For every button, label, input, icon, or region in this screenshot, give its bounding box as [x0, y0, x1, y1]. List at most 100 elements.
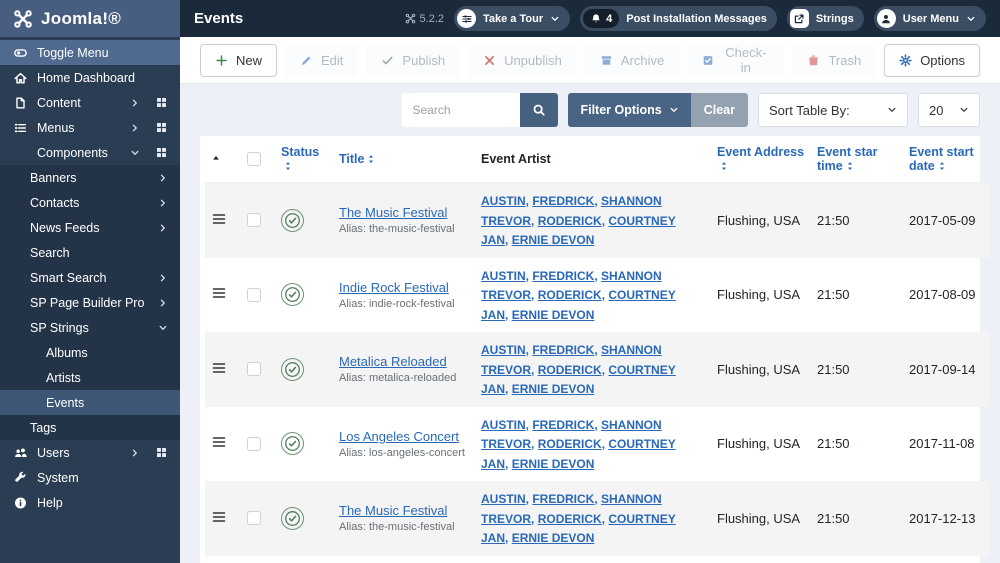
sidebar-item-albums[interactable]: Albums: [0, 340, 180, 365]
artist-link[interactable]: RODERICK: [537, 437, 602, 451]
sidebar-item-events[interactable]: Events: [0, 390, 180, 415]
edit-button[interactable]: Edit: [285, 43, 359, 77]
sidebar-item-contacts[interactable]: Contacts: [0, 190, 180, 215]
sidebar-item-system[interactable]: System: [0, 465, 180, 490]
column-header-status[interactable]: Status: [275, 136, 333, 183]
options-button[interactable]: Options: [884, 43, 980, 77]
artist-link[interactable]: RODERICK: [537, 511, 602, 526]
pill-take-a-tour[interactable]: Take a Tour: [454, 6, 571, 31]
artist-link[interactable]: FREDRICK: [532, 417, 595, 432]
status-published-icon[interactable]: [281, 283, 304, 307]
artist-link[interactable]: ERNIE DEVON: [511, 382, 595, 396]
row-checkbox[interactable]: [247, 287, 261, 302]
unpublish-button[interactable]: Unpublish: [468, 43, 577, 77]
publish-button[interactable]: Publish: [366, 43, 461, 77]
grid-icon[interactable]: [155, 121, 168, 134]
archive-button[interactable]: Archive: [584, 43, 680, 77]
artist-link[interactable]: ERNIE DEVON: [511, 531, 595, 545]
status-published-icon[interactable]: [281, 208, 304, 232]
artist-link[interactable]: RODERICK: [537, 362, 602, 377]
trash-button[interactable]: Trash: [792, 43, 877, 77]
artist-link[interactable]: AUSTIN: [481, 194, 526, 208]
sidebar-item-sp-strings[interactable]: SP Strings: [0, 315, 180, 340]
artist-link[interactable]: COURTNEY JAN: [481, 213, 676, 248]
event-title-link[interactable]: The Music Festival: [339, 503, 448, 519]
artist-link[interactable]: AUSTIN: [481, 417, 526, 432]
grid-icon[interactable]: [155, 446, 168, 459]
event-title-link[interactable]: Los Angeles Concert: [339, 428, 459, 444]
search-button[interactable]: [520, 93, 559, 127]
artist-link[interactable]: COURTNEY JAN: [481, 288, 676, 322]
artist-link[interactable]: AUSTIN: [481, 343, 526, 357]
check-in-button[interactable]: Check-in: [687, 43, 785, 77]
column-header-event-address[interactable]: Event Address: [711, 136, 811, 183]
sidebar-item-toggle-menu[interactable]: Toggle Menu: [0, 40, 180, 65]
artist-link[interactable]: FREDRICK: [532, 268, 595, 283]
sidebar-item-tags[interactable]: Tags: [0, 415, 180, 440]
sidebar-item-smart-search[interactable]: Smart Search: [0, 265, 180, 290]
artist-link[interactable]: ERNIE DEVON: [511, 456, 595, 471]
pill-post-installation-messages[interactable]: 4 Post Installation Messages: [580, 6, 777, 31]
select-all-checkbox[interactable]: [241, 136, 275, 183]
status-published-icon[interactable]: [281, 506, 304, 530]
artist-link[interactable]: FREDRICK: [532, 492, 595, 506]
artist-link[interactable]: SHANNON TREVOR: [481, 417, 662, 452]
search-input[interactable]: [402, 93, 521, 127]
pill-user-menu[interactable]: User Menu: [873, 6, 986, 31]
sidebar-item-sp-page-builder-pro[interactable]: SP Page Builder Pro: [0, 290, 180, 315]
clear-button[interactable]: Clear: [690, 93, 748, 127]
drag-handle-icon[interactable]: [211, 211, 227, 225]
sidebar-item-help[interactable]: Help: [0, 490, 180, 515]
artist-link[interactable]: COURTNEY JAN: [481, 362, 676, 397]
sidebar-item-home-dashboard[interactable]: Home Dashboard: [0, 65, 180, 90]
sidebar-item-content[interactable]: Content: [0, 90, 180, 115]
artist-link[interactable]: RODERICK: [537, 213, 602, 228]
checkbox[interactable]: [247, 152, 261, 166]
sidebar-item-artists[interactable]: Artists: [0, 365, 180, 390]
grid-icon[interactable]: [155, 96, 168, 109]
status-published-icon[interactable]: [281, 432, 304, 456]
row-checkbox[interactable]: [247, 213, 261, 228]
event-title-link[interactable]: The Music Festival: [339, 205, 448, 221]
row-checkbox[interactable]: [247, 436, 261, 451]
new-button[interactable]: New: [200, 43, 278, 77]
order-column-header[interactable]: [205, 136, 241, 183]
sliders-icon: [461, 13, 473, 25]
sidebar-item-news-feeds[interactable]: News Feeds: [0, 215, 180, 240]
page-size-select[interactable]: 20: [918, 93, 980, 127]
row-checkbox[interactable]: [247, 362, 261, 377]
artist-link[interactable]: ERNIE DEVON: [511, 307, 595, 322]
drag-handle-icon[interactable]: [211, 434, 227, 448]
column-header-event-start-date[interactable]: Event start date: [903, 136, 989, 183]
artist-link[interactable]: COURTNEY JAN: [481, 437, 676, 471]
sort-table-select[interactable]: Sort Table By:: [758, 93, 908, 127]
column-header-title[interactable]: Title: [333, 136, 475, 183]
artist-link[interactable]: ERNIE DEVON: [511, 233, 595, 247]
artist-link[interactable]: FREDRICK: [532, 194, 595, 208]
artist-link[interactable]: AUSTIN: [481, 492, 526, 506]
artist-link[interactable]: SHANNON TREVOR: [481, 268, 662, 303]
drag-handle-icon[interactable]: [211, 285, 227, 299]
column-header-event-star-time[interactable]: Event star time: [811, 136, 903, 183]
event-title-link[interactable]: Indie Rock Festival: [339, 279, 449, 295]
sidebar-item-users[interactable]: Users: [0, 440, 180, 465]
artist-link[interactable]: SHANNON TREVOR: [481, 492, 662, 526]
pill-strings[interactable]: Strings: [786, 6, 864, 31]
status-published-icon[interactable]: [281, 357, 304, 381]
grid-icon[interactable]: [155, 146, 168, 159]
sidebar-item-components[interactable]: Components: [0, 140, 180, 165]
artist-link[interactable]: FREDRICK: [532, 343, 595, 357]
artist-link[interactable]: SHANNON TREVOR: [481, 343, 662, 377]
artist-link[interactable]: SHANNON TREVOR: [481, 194, 662, 228]
drag-handle-icon[interactable]: [211, 509, 227, 523]
artist-link[interactable]: AUSTIN: [481, 268, 526, 283]
event-title-link[interactable]: Metalica Reloaded: [339, 354, 447, 370]
filter-options-button[interactable]: Filter Options: [568, 93, 691, 127]
artist-link[interactable]: COURTNEY JAN: [481, 511, 676, 546]
row-checkbox[interactable]: [247, 511, 261, 526]
sidebar-item-menus[interactable]: Menus: [0, 115, 180, 140]
sidebar-item-search[interactable]: Search: [0, 240, 180, 265]
artist-link[interactable]: RODERICK: [537, 288, 602, 302]
drag-handle-icon[interactable]: [211, 360, 227, 374]
sidebar-item-banners[interactable]: Banners: [0, 165, 180, 190]
